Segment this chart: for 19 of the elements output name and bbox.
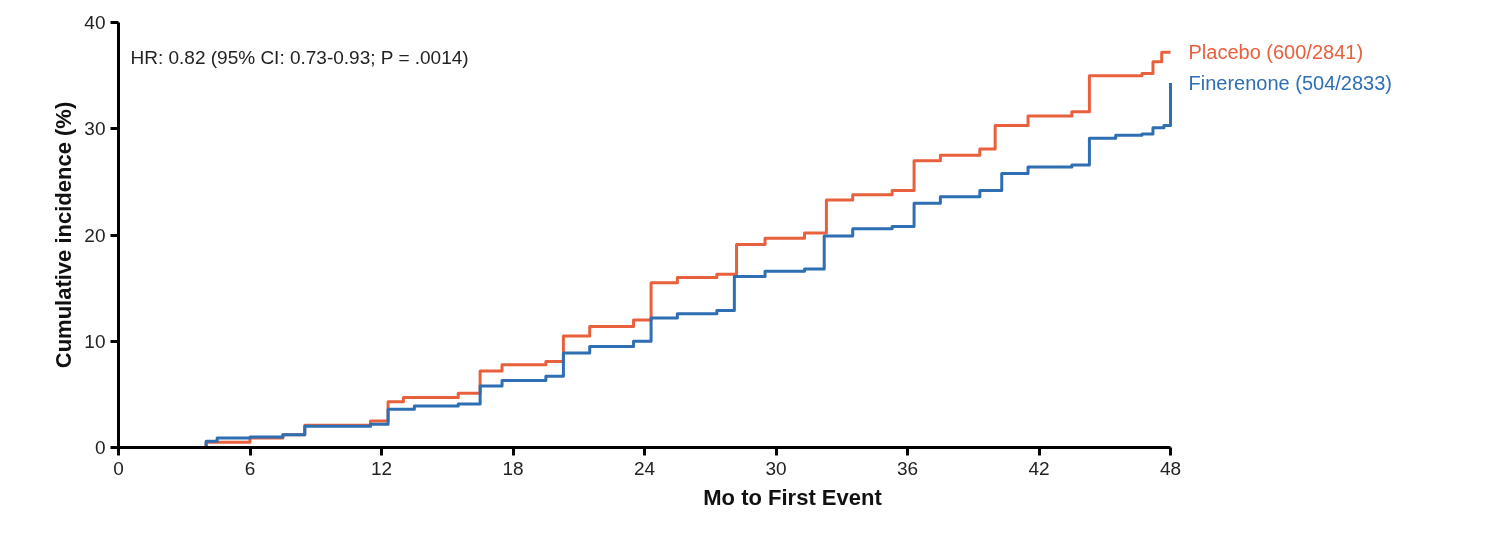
x-tick-label: 48 (1159, 457, 1182, 479)
x-tick-label: 42 (1028, 457, 1050, 479)
x-tick-label: 6 (244, 457, 256, 479)
x-tick-label: 12 (370, 457, 393, 479)
y-axis-title: Cumulative incidence (%) (51, 101, 77, 369)
x-axis-title: Mo to First Event (703, 484, 883, 510)
x-tick-label: 30 (765, 457, 787, 479)
x-tick-label: 18 (502, 457, 524, 479)
y-tick-label: 30 (84, 118, 106, 140)
series-label: Placebo (600/2841) (1188, 41, 1364, 64)
x-tick-label: 0 (113, 457, 124, 479)
annotation: HR: 0.82 (95% CI: 0.73-0.93; P = .0014) (130, 46, 469, 68)
x-tick-label: 24 (633, 457, 656, 479)
y-tick-label: 10 (84, 330, 106, 352)
y-tick-label: 20 (84, 224, 106, 246)
y-tick-label: 40 (84, 12, 106, 33)
y-tick-label: 0 (94, 437, 106, 458)
series-label: Finerenone (504/2833) (1188, 72, 1392, 95)
x-tick-label: 36 (896, 457, 919, 479)
